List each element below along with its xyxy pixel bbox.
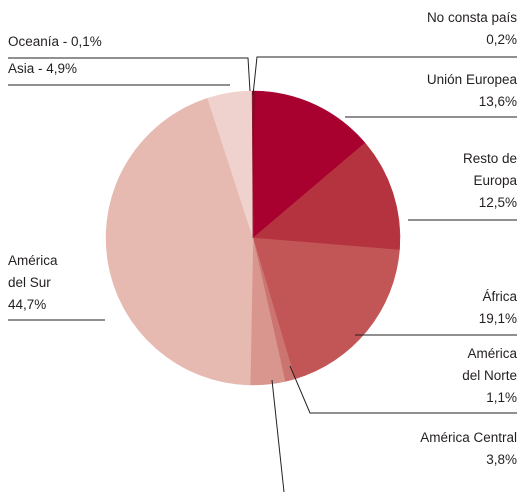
slice-label: África 19,1%	[479, 289, 518, 326]
leader-line	[271, 379, 285, 493]
pie-slice	[252, 90, 366, 239]
pie-slice	[105, 97, 254, 386]
leader-line	[289, 365, 517, 414]
slice-label: No consta país 0,2%	[427, 10, 517, 47]
pie-slice	[252, 142, 401, 251]
slice-label: Resto de Europa 12,5%	[463, 151, 518, 210]
slice-label: Unión Europea 13,6%	[427, 72, 518, 109]
slice-label: América del Sur 44,7%	[8, 253, 58, 312]
slice-label: América del Norte 1,1%	[462, 346, 517, 405]
pie-slice	[252, 237, 400, 380]
slice-label: Asia - 4,9%	[8, 61, 77, 76]
leader-line	[252, 56, 517, 96]
leader-line	[8, 57, 251, 92]
slice-label: Oceanía - 0,1%	[8, 34, 102, 49]
slice-label: América Central 3,8%	[420, 430, 517, 467]
